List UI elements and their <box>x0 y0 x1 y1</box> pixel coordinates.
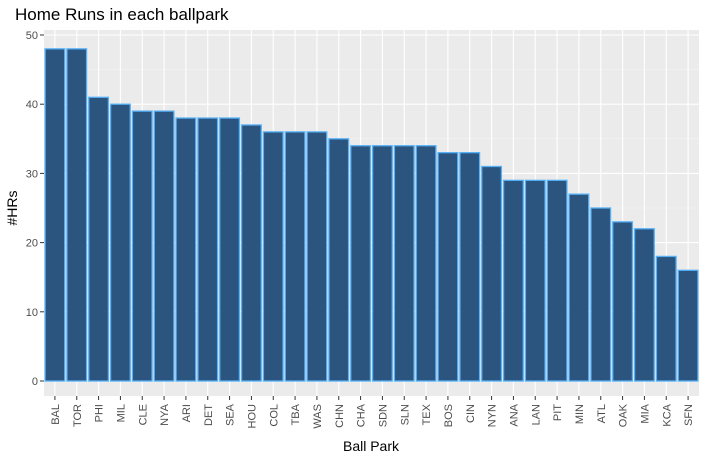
chart-title: Home Runs in each ballpark <box>15 5 229 24</box>
bar-col <box>262 131 284 382</box>
bar-tba <box>284 131 306 382</box>
bar-mia <box>633 228 655 382</box>
plot-panel <box>44 30 699 396</box>
bar-det <box>197 117 219 382</box>
bar-was <box>306 131 328 382</box>
x-tick-label-cin: CIN <box>465 404 477 423</box>
y-tick-label: 40 <box>26 99 38 111</box>
x-tick-label-nyn: NYN <box>487 404 499 427</box>
bar-cin <box>459 151 481 382</box>
bar-nya <box>153 110 175 382</box>
x-tick-label-chn: CHN <box>334 404 346 428</box>
x-tick-label-bal: BAL <box>50 404 62 425</box>
bar-tex <box>415 145 437 382</box>
x-tick-label-nya: NYA <box>159 403 171 425</box>
y-tick-label: 10 <box>26 307 38 319</box>
bar-sfn <box>677 269 699 382</box>
bar-pit <box>546 179 568 382</box>
x-axis-title: Ball Park <box>343 438 400 454</box>
x-tick-label-col: COL <box>268 404 280 427</box>
bar-cle <box>131 110 153 382</box>
x-tick-label-sea: SEA <box>225 403 237 426</box>
bar-min <box>568 193 590 382</box>
y-tick-label: 30 <box>26 168 38 180</box>
bar-bos <box>437 151 459 382</box>
x-tick-label-tex: TEX <box>421 403 433 425</box>
x-tick-label-bos: BOS <box>443 404 455 427</box>
x-tick-label-mia: MIA <box>639 403 651 423</box>
bar-phi <box>88 96 110 382</box>
bar-ana <box>502 179 524 382</box>
y-tick-label: 0 <box>32 376 38 388</box>
x-tick-label-phi: PHI <box>94 404 106 422</box>
bar-kca <box>655 255 677 382</box>
bar-sdn <box>371 145 393 382</box>
x-tick-label-tor: TOR <box>72 404 84 427</box>
bar-mil <box>109 103 131 382</box>
x-tick-label-atl: ATL <box>596 404 608 423</box>
x-tick-label-was: WAS <box>312 404 324 429</box>
bar-sea <box>219 117 241 382</box>
y-axis-title: #HRs <box>4 190 20 225</box>
x-tick-label-hou: HOU <box>246 404 258 429</box>
y-tick-label: 20 <box>26 238 38 250</box>
bar-hou <box>240 124 262 382</box>
bar-tor <box>66 48 88 382</box>
x-tick-label-kca: KCA <box>661 403 673 426</box>
x-tick-label-ana: ANA <box>508 403 520 426</box>
bar-sln <box>393 145 415 382</box>
x-tick-label-sln: SLN <box>399 404 411 425</box>
x-tick-label-cle: CLE <box>137 404 149 425</box>
x-tick-label-mil: MIL <box>115 404 127 422</box>
y-tick-label: 50 <box>26 30 38 42</box>
bar-cha <box>350 145 372 382</box>
x-tick-label-det: DET <box>203 404 215 426</box>
x-tick-label-min: MIN <box>574 404 586 424</box>
x-tick-label-sfn: SFN <box>683 404 695 426</box>
x-tick-label-pit: PIT <box>552 404 564 421</box>
bar-oak <box>612 221 634 382</box>
x-tick-label-oak: OAK <box>618 403 630 427</box>
bar-lan <box>524 179 546 382</box>
x-tick-label-ari: ARI <box>181 404 193 422</box>
bar-nyn <box>481 165 503 382</box>
x-tick-label-cha: CHA <box>356 403 368 427</box>
bar-chn <box>328 138 350 382</box>
x-tick-label-sdn: SDN <box>377 404 389 427</box>
bar-ari <box>175 117 197 382</box>
bar-atl <box>590 207 612 382</box>
x-tick-label-tba: TBA <box>290 403 302 425</box>
x-tick-label-lan: LAN <box>530 404 542 425</box>
bar-bal <box>44 48 66 382</box>
